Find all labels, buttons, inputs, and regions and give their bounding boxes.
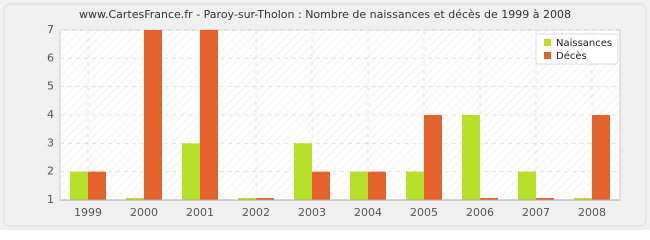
bar xyxy=(368,171,386,200)
x-tick-label: 2003 xyxy=(298,206,326,219)
legend-swatch xyxy=(544,52,551,59)
bar xyxy=(88,171,106,200)
bar xyxy=(256,198,274,200)
x-tick-label: 2008 xyxy=(578,206,606,219)
bar xyxy=(294,143,312,200)
y-tick-label: 7 xyxy=(47,23,54,36)
x-tick-label: 2001 xyxy=(186,206,214,219)
x-tick-label: 2000 xyxy=(130,206,158,219)
x-tick-label: 2004 xyxy=(354,206,382,219)
x-tick-label: 2005 xyxy=(410,206,438,219)
x-tick-label: 2007 xyxy=(522,206,550,219)
y-tick-label: 4 xyxy=(47,108,54,121)
y-tick-label: 1 xyxy=(47,193,54,206)
bar xyxy=(480,198,498,200)
bar xyxy=(144,30,162,200)
bar xyxy=(200,30,218,200)
bar xyxy=(518,171,536,200)
legend-label: Décès xyxy=(556,50,587,62)
bar xyxy=(462,115,480,200)
legend-box xyxy=(535,33,619,65)
bar xyxy=(70,171,88,200)
bar xyxy=(536,198,554,200)
y-tick-label: 6 xyxy=(47,51,54,64)
chart-title: www.CartesFrance.fr - Paroy-sur-Tholon :… xyxy=(79,8,571,21)
legend-swatch xyxy=(544,39,551,46)
chart: www.CartesFrance.fr - Paroy-sur-Tholon :… xyxy=(0,0,650,230)
y-tick-label: 2 xyxy=(47,165,54,178)
bar xyxy=(312,171,330,200)
y-tick-label: 5 xyxy=(47,80,54,93)
bar xyxy=(574,198,592,200)
x-tick-label: 2002 xyxy=(242,206,270,219)
bar xyxy=(424,115,442,200)
bar xyxy=(182,143,200,200)
bar xyxy=(126,198,144,200)
legend-label: Naissances xyxy=(556,38,612,49)
x-tick-label: 2006 xyxy=(466,206,494,219)
bar xyxy=(592,115,610,200)
bar xyxy=(406,171,424,200)
x-tick-label: 1999 xyxy=(74,206,102,219)
bar xyxy=(350,171,368,200)
bar xyxy=(238,198,256,200)
y-tick-label: 3 xyxy=(47,136,54,149)
